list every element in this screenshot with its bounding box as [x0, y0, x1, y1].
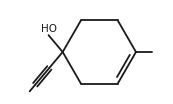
Text: HO: HO — [40, 24, 57, 34]
